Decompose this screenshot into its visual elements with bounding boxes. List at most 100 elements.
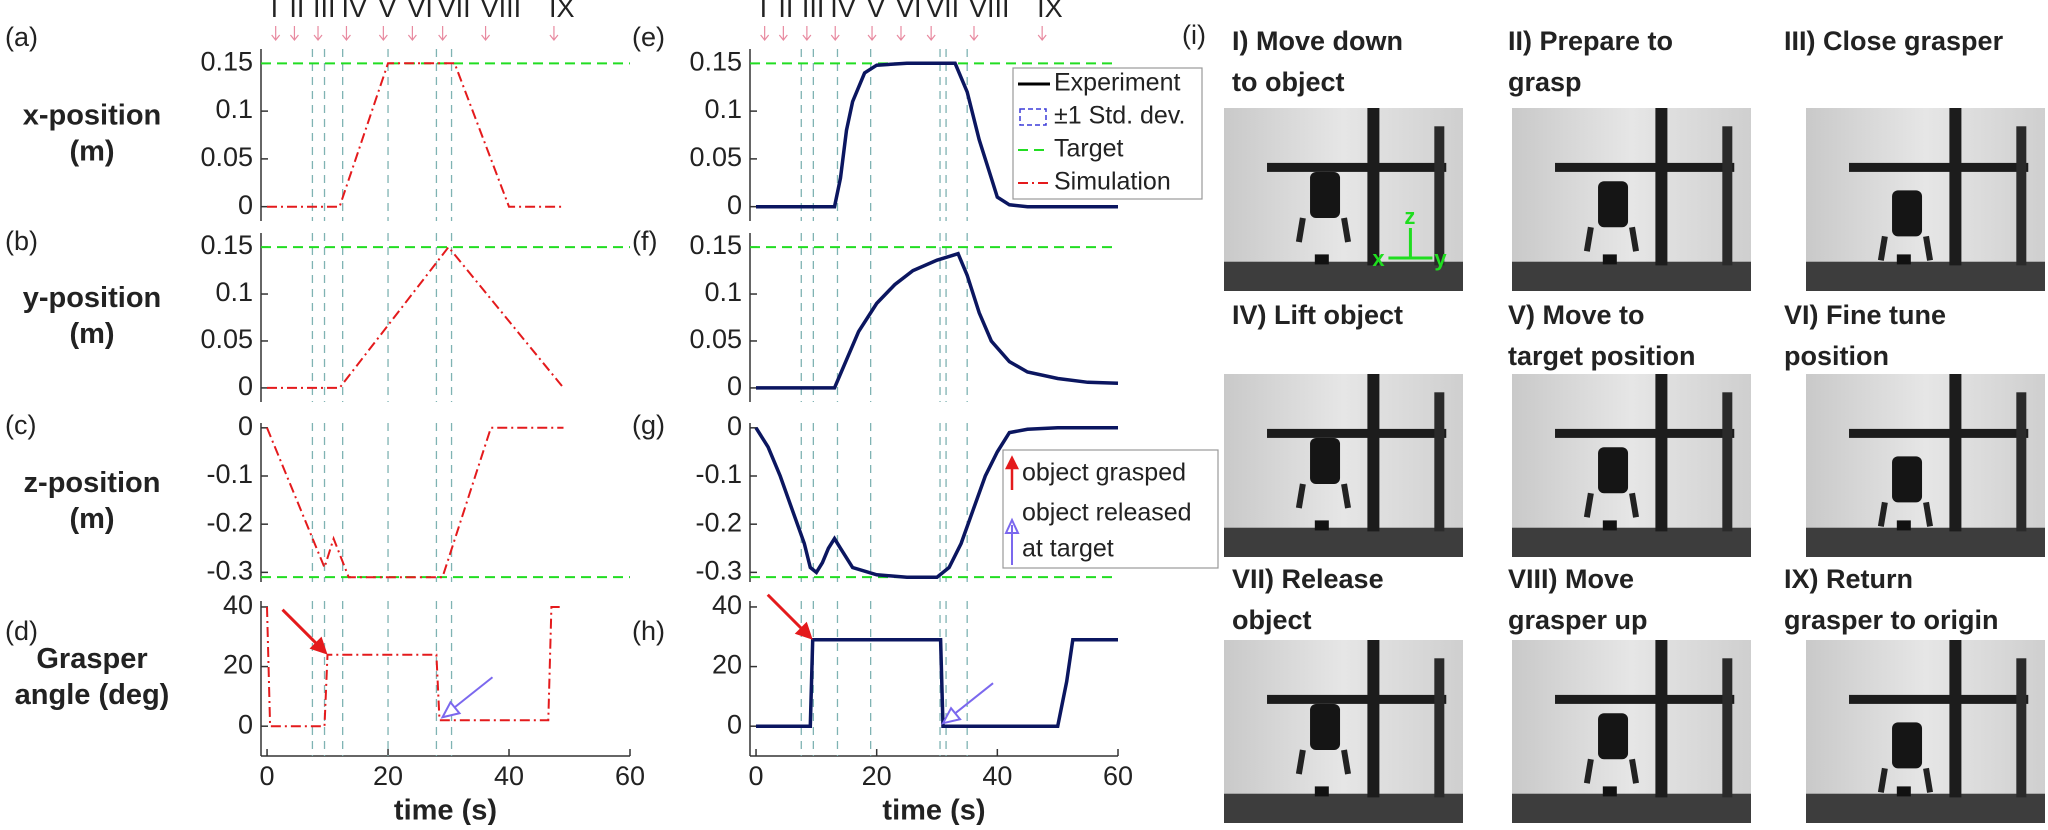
caption: grasper up: [1508, 605, 1648, 635]
phase-arrow: [830, 26, 840, 41]
y-tick-label: 0.15: [200, 230, 253, 260]
photo-table: [1512, 261, 1751, 291]
panel-label: (i): [1182, 20, 1206, 50]
legend-box: [1012, 67, 1203, 200]
photo-frame: [1434, 392, 1445, 532]
release-arrow: [447, 676, 494, 714]
series-line: [266, 606, 561, 728]
phase-arrow: [438, 26, 448, 41]
panel-label: (c): [5, 410, 36, 440]
photo-frame: [1722, 658, 1733, 798]
x-tick-label: 20: [373, 761, 403, 791]
photo-frame: [1555, 162, 1735, 172]
photo-frame: [1267, 428, 1447, 438]
photo-frame: [1367, 108, 1380, 266]
caption: VIII) Move: [1508, 564, 1634, 594]
y-axis-label: (m): [69, 318, 114, 350]
photo-bg: [1224, 374, 1463, 557]
photo-frame: [1655, 640, 1668, 798]
photo-table: [1224, 261, 1463, 291]
legend-label: Simulation: [1054, 168, 1171, 196]
phase-label: VI: [407, 0, 433, 23]
photo-grasper: [1598, 447, 1629, 494]
y-tick-label: 0: [238, 371, 253, 401]
legend-swatch: [1019, 108, 1047, 126]
phase-label: VII: [926, 0, 959, 23]
phase-arrow: [289, 26, 299, 41]
y-tick-label: 40: [223, 590, 253, 620]
photo-bg: [1512, 374, 1751, 557]
note-label: object grasped: [1022, 459, 1186, 487]
photo-frame: [1949, 374, 1962, 532]
photo-frame: [1722, 126, 1733, 266]
photo-frame: [1849, 428, 2029, 438]
photo-bg: [1224, 640, 1463, 823]
phase-label: VII: [438, 0, 471, 23]
photo-frame: [2016, 126, 2027, 266]
y-axis-label: Grasper: [36, 643, 147, 675]
phase-arrow: [549, 26, 559, 41]
photo-object: [1602, 520, 1617, 531]
phase-label: III: [313, 0, 336, 23]
axis-letter: y: [1434, 246, 1447, 271]
photo-grasper: [1583, 758, 1639, 784]
phase-label: IV: [830, 0, 856, 23]
photo-frame: [1267, 162, 1447, 172]
photo-grasper: [1892, 722, 1923, 769]
y-tick-label: 0: [238, 411, 253, 441]
phase-arrow: [313, 26, 323, 41]
phase-label: III: [802, 0, 825, 23]
photo-frame: [1555, 694, 1735, 704]
y-tick-label: 0: [238, 709, 253, 739]
photo-grasper: [1877, 767, 1933, 793]
panel-label: (a): [5, 22, 38, 52]
series-line: [754, 426, 1118, 579]
y-tick-label: 0.05: [200, 324, 253, 354]
photo: [1224, 374, 1463, 557]
photo-frame: [1367, 640, 1380, 798]
photo-frame: [1267, 694, 1447, 704]
photo-table: [1224, 793, 1463, 823]
caption: grasp: [1508, 67, 1582, 97]
caption: IX) Return: [1784, 564, 1913, 594]
phase-arrow: [867, 26, 877, 41]
phase-arrow: [802, 26, 812, 41]
grasp-arrow-head: [794, 621, 813, 640]
photo-frame: [1367, 374, 1380, 532]
photo-frame: [2016, 658, 2027, 798]
phase-arrow: [896, 26, 906, 41]
phase-label: IX: [1037, 0, 1063, 23]
caption: IV) Lift object: [1232, 300, 1403, 330]
y-tick-label: -0.1: [695, 459, 742, 489]
y-tick-label: 0.15: [200, 46, 253, 76]
photo-frame: [1849, 694, 2029, 704]
photo-bg: [1512, 108, 1751, 291]
photo-bg: [1806, 640, 2045, 823]
phase-arrow: [778, 26, 788, 41]
photo-bg: [1806, 108, 2045, 291]
x-tick-label: 60: [1103, 761, 1133, 791]
photo: [1224, 640, 1463, 823]
photo-grasper: [1310, 438, 1341, 485]
x-tick-label: 60: [615, 761, 645, 791]
photo: [1512, 108, 1751, 291]
phase-label: I: [271, 0, 279, 23]
photo-grasper: [1310, 704, 1341, 751]
note-box: [1002, 449, 1219, 569]
y-tick-label: -0.3: [695, 555, 742, 585]
y-axis-label: z-position: [24, 467, 161, 499]
phase-arrow: [969, 26, 979, 41]
x-axis-label: time (s): [882, 795, 985, 825]
panel-label: (d): [5, 616, 38, 646]
photo: [1512, 640, 1751, 823]
photo-object: [1314, 254, 1329, 265]
series-line: [267, 62, 564, 208]
y-axis-label: x-position: [23, 100, 162, 132]
photo-frame: [1434, 126, 1445, 266]
photo-table: [1806, 261, 2045, 291]
phase-label: V: [378, 0, 396, 23]
y-axis-label: angle (deg): [15, 679, 170, 711]
y-tick-label: 0.05: [689, 324, 742, 354]
